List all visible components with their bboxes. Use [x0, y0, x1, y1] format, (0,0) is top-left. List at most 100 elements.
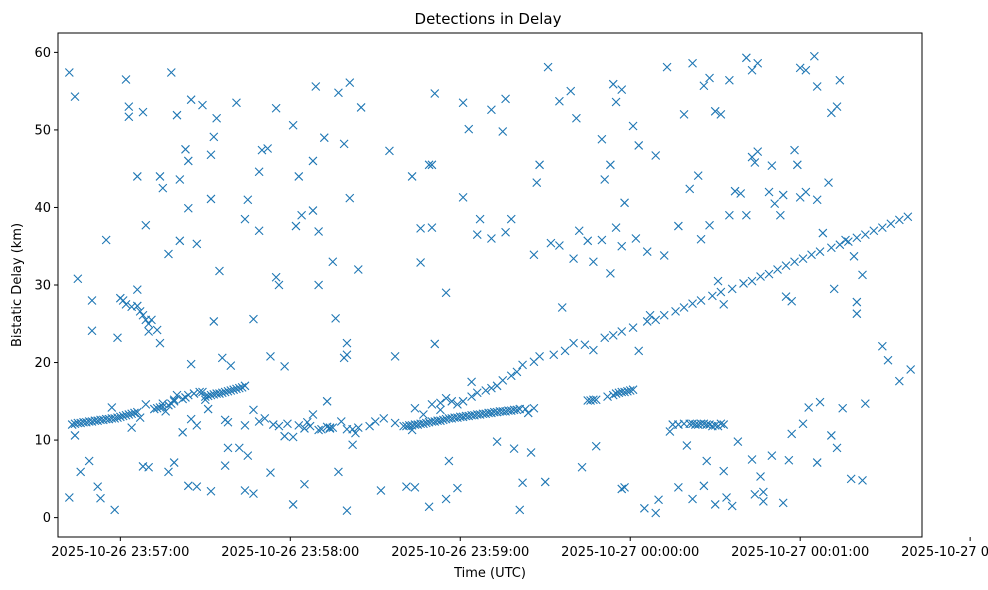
data-point — [543, 62, 553, 72]
data-point — [240, 381, 250, 391]
data-point — [546, 238, 556, 248]
data-point — [73, 274, 83, 284]
data-point — [778, 498, 788, 508]
x-axis: 2025-10-26 23:57:00 2025-10-26 23:58:00 20… — [51, 537, 988, 560]
data-point — [155, 338, 165, 348]
data-point — [696, 234, 706, 244]
data-point — [858, 476, 867, 485]
data-point — [223, 417, 233, 427]
data-point — [790, 145, 799, 155]
data-point — [724, 210, 734, 220]
data-point — [164, 249, 173, 259]
data-point — [521, 404, 530, 414]
data-point — [339, 139, 349, 149]
data-point — [274, 280, 284, 290]
data-point — [688, 494, 697, 504]
data-point — [634, 346, 644, 356]
data-point — [260, 413, 270, 423]
data-point — [183, 156, 193, 166]
data-point — [96, 493, 105, 503]
data-point — [217, 388, 227, 398]
data-point — [118, 296, 128, 305]
data-point — [427, 160, 437, 170]
data-point — [198, 100, 207, 110]
data-point — [506, 214, 516, 224]
data-point — [424, 160, 434, 170]
data-point — [518, 478, 527, 488]
data-point — [254, 226, 264, 236]
data-point — [294, 172, 304, 181]
data-point — [195, 387, 205, 397]
data-point — [781, 292, 791, 302]
data-point — [767, 451, 777, 460]
data-point — [186, 359, 196, 369]
x-tick-label: 2025-10-26 23:59:00 — [391, 545, 529, 560]
data-point — [113, 333, 122, 343]
data-point — [515, 505, 525, 515]
data-point — [838, 403, 848, 413]
data-point — [589, 257, 598, 267]
data-point — [84, 456, 94, 466]
data-point — [843, 237, 853, 246]
data-point — [70, 431, 80, 440]
data-point — [858, 270, 867, 280]
data-point — [458, 192, 468, 202]
data-point — [617, 484, 627, 494]
data-point — [294, 420, 304, 430]
data-point — [192, 239, 202, 249]
data-point — [87, 296, 97, 305]
data-point — [155, 403, 165, 412]
data-point — [560, 346, 570, 356]
data-point — [169, 396, 179, 406]
data-point — [356, 103, 366, 112]
data-point — [906, 365, 916, 374]
data-point — [467, 377, 476, 387]
data-point — [659, 310, 669, 320]
data-point — [331, 313, 341, 323]
data-point — [325, 423, 335, 433]
data-point — [124, 102, 134, 112]
data-point — [591, 395, 601, 405]
data-point — [487, 383, 496, 393]
data-point — [353, 265, 363, 274]
data-point — [608, 331, 618, 340]
data-point — [416, 224, 425, 233]
data-point — [730, 186, 740, 196]
data-point — [628, 121, 638, 131]
data-point — [283, 419, 292, 429]
data-point — [702, 420, 712, 429]
data-point — [438, 415, 448, 425]
x-tick-label: 2025-10-26 23:57:00 — [51, 545, 189, 560]
data-point — [642, 317, 652, 326]
data-point — [832, 102, 842, 112]
data-point — [812, 458, 822, 467]
data-point — [209, 132, 219, 142]
data-point — [631, 234, 641, 243]
data-point — [787, 429, 797, 439]
data-points — [64, 51, 916, 518]
data-point — [132, 301, 142, 311]
y-tick-label: 30 — [34, 279, 51, 294]
data-point — [747, 276, 757, 286]
data-point — [487, 105, 496, 115]
data-point — [781, 261, 791, 271]
data-point — [651, 315, 661, 325]
data-point — [654, 495, 663, 505]
data-point — [475, 214, 485, 224]
data-point — [172, 110, 182, 120]
data-point — [390, 351, 400, 361]
data-point — [300, 479, 309, 489]
data-point — [617, 241, 627, 251]
data-point — [427, 400, 437, 409]
y-tick-label: 40 — [34, 201, 51, 216]
y-axis-label: Bistatic Delay (km) — [10, 223, 25, 347]
data-point — [390, 418, 400, 428]
data-point — [877, 341, 887, 351]
data-point — [243, 195, 253, 205]
data-point — [447, 396, 457, 406]
data-point — [733, 437, 743, 447]
data-point — [376, 486, 386, 495]
data-point — [628, 385, 638, 395]
data-point — [441, 494, 451, 504]
data-point — [297, 210, 307, 220]
